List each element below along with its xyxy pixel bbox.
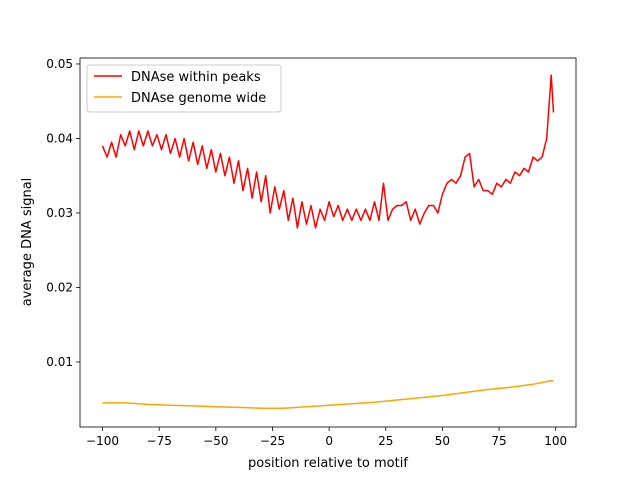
legend-box	[86, 64, 282, 113]
series-line-1	[102, 379, 554, 409]
y-axis-label: average DNA signal	[20, 178, 35, 307]
y-tick-label: 0.05	[46, 57, 73, 71]
x-tick-label: 75	[491, 434, 506, 448]
x-tick-label: 100	[544, 434, 567, 448]
y-tick-label: 0.03	[46, 206, 73, 220]
x-tick-label: 50	[435, 434, 450, 448]
y-axis: 0.01 0.02 0.03 0.04 0.05	[46, 57, 80, 369]
plot-area	[101, 74, 555, 409]
axes-frame	[79, 57, 577, 428]
y-tick-label: 0.01	[46, 355, 73, 369]
series-line-0	[101, 74, 555, 229]
x-axis: −100 −75 −50 −25 0 25 50 75 100	[86, 427, 567, 448]
x-tick-label: −75	[147, 434, 172, 448]
legend-label-peaks: DNAse within peaks	[131, 70, 261, 85]
legend-label-genome: DNAse genome wide	[131, 91, 266, 106]
y-tick-label: 0.02	[46, 280, 73, 294]
legend: DNAse within peaks DNAse genome wide	[86, 64, 282, 113]
x-tick-label: −25	[260, 434, 285, 448]
x-axis-label: position relative to motif	[248, 456, 408, 471]
x-tick-label: −50	[203, 434, 228, 448]
x-tick-label: −100	[86, 434, 119, 448]
x-tick-label: 25	[378, 434, 393, 448]
x-tick-label: 0	[325, 434, 333, 448]
y-tick-label: 0.04	[46, 131, 73, 145]
